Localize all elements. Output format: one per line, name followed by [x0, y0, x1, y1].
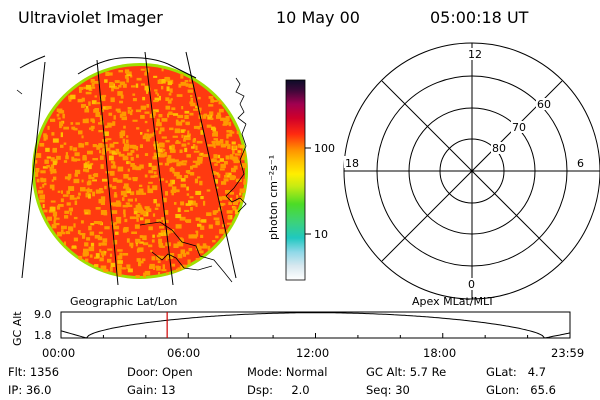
track-y-top: 9.0 [34, 308, 52, 321]
mlt-label-0: 0 [468, 278, 475, 291]
mlt-label-12: 12 [468, 48, 482, 61]
time-tick-0000: 00:00 [42, 346, 75, 360]
mlt-label-6: 6 [577, 157, 584, 170]
status-dsp: Dsp: 2.0 [247, 383, 310, 397]
coastline-outline [16, 77, 247, 283]
aurora-disk-image [32, 63, 248, 279]
colorbar-tick-100: 100 [314, 142, 335, 155]
track-right-caption: Apex MLat/MLT [412, 295, 495, 308]
status-flight: Flt: 1356 [8, 365, 60, 379]
status-seq: Seq: 30 [366, 383, 410, 397]
status-mode: Mode: Normal [247, 365, 328, 379]
instrument-title: Ultraviolet Imager [18, 8, 163, 27]
mlt-label-18: 18 [345, 157, 359, 170]
image-time: 05:00:18 UT [430, 8, 529, 27]
status-gc-alt: GC Alt: 5.7 Re [366, 365, 447, 379]
track-axis-title: GC Alt [11, 311, 24, 346]
mlat-label-60: 60 [537, 98, 551, 111]
time-tick-2359: 23:59 [551, 346, 584, 360]
colorbar-unit-label: photon cm⁻²s⁻¹ [267, 155, 280, 240]
polar-mlat-mlt-plot [343, 42, 600, 300]
altitude-track-plot [60, 311, 571, 339]
time-tick-1200: 12:00 [296, 346, 329, 360]
image-date: 10 May 00 [276, 8, 360, 27]
track-y-bottom: 1.8 [34, 329, 52, 342]
geographic-grid [19, 51, 237, 286]
status-door: Door: Open [127, 365, 193, 379]
colorbar-tick-10: 10 [314, 228, 328, 241]
time-tick-0600: 06:00 [167, 346, 200, 360]
time-tick-1800: 18:00 [423, 346, 456, 360]
color-scale-bar [285, 79, 311, 281]
status-glat: GLat: 4.7 [486, 365, 547, 379]
mlat-label-70: 70 [512, 121, 526, 134]
status-gain: Gain: 13 [127, 383, 176, 397]
mlat-label-80: 80 [492, 142, 506, 155]
status-ip: IP: 36.0 [8, 383, 52, 397]
status-glon: GLon: 65.6 [486, 383, 556, 397]
track-left-caption: Geographic Lat/Lon [70, 295, 177, 308]
